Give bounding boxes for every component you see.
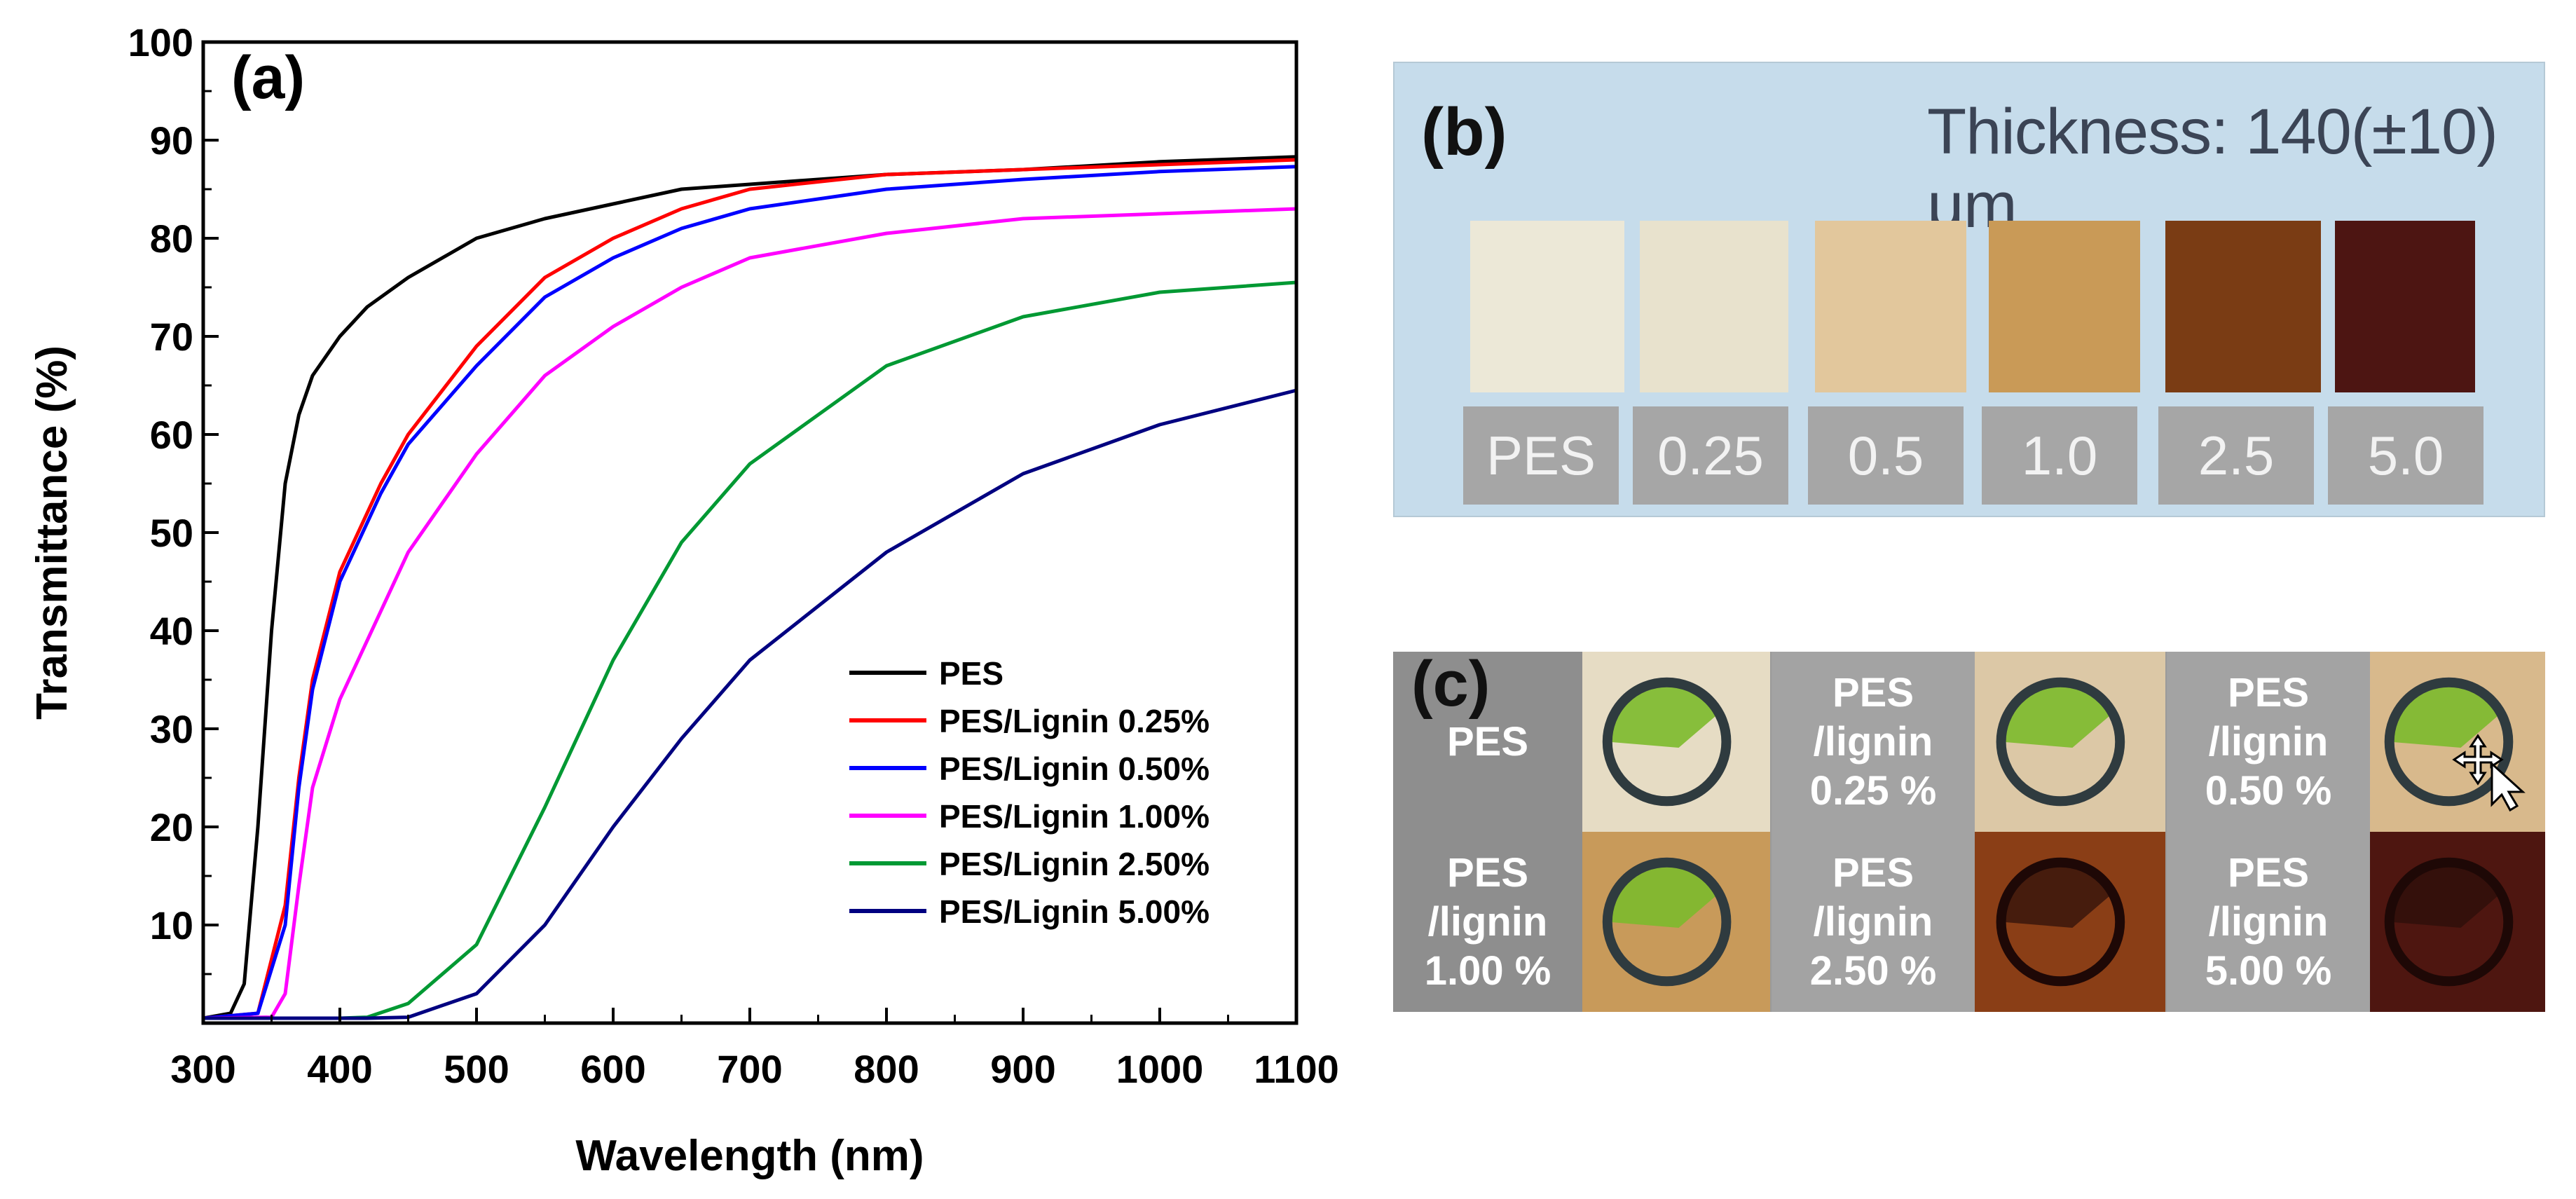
leaf-logo-icon — [1996, 677, 2125, 807]
y-axis-label: Transmittance (%) — [28, 345, 76, 720]
panel-a-letter: (a) — [231, 44, 305, 111]
leaf-logo-icon — [1996, 857, 2125, 987]
photo-label-line: PES — [2227, 849, 2310, 896]
photo-label-line: PES — [1446, 849, 1529, 896]
photo-label-line: 0.50 % — [2205, 767, 2332, 814]
y-tick-label: 60 — [150, 413, 193, 457]
photo-label-line: PES — [1832, 669, 1914, 715]
legend-label-3: PES/Lignin 1.00% — [939, 798, 1210, 835]
x-tick-label: 1100 — [1254, 1047, 1339, 1091]
y-tick-label: 90 — [150, 118, 193, 163]
logo-photo-3 — [1582, 832, 1770, 1012]
y-tick-label: 80 — [150, 217, 193, 261]
film-label-3: 1.0 — [1982, 406, 2137, 505]
legend-label-0: PES — [939, 655, 1003, 692]
thickness-label: Thickness: 140(±10) μm — [1927, 96, 2498, 241]
move-cursor-icon — [2452, 734, 2526, 812]
logo-photo-5 — [2370, 832, 2545, 1012]
photo-label-line: /lignin — [2208, 898, 2329, 945]
photo-label-line: /lignin — [2208, 718, 2329, 765]
film-label-4: 2.5 — [2158, 406, 2314, 505]
photo-label-line: 1.00 % — [1424, 947, 1551, 994]
logo-photo-0 — [1582, 652, 1770, 832]
photo-label-line: 0.25 % — [1809, 767, 1937, 814]
film-label-5: 5.0 — [2328, 406, 2483, 505]
y-tick-label: 70 — [150, 315, 193, 359]
photo-label-1: PES/lignin 0.25 % — [1772, 652, 1975, 832]
legend: PES PES/Lignin 0.25% PES/Lignin 0.50% PES/L… — [849, 655, 1210, 930]
photo-label-line: 2.50 % — [1809, 947, 1937, 994]
photo-label-line: /lignin — [1813, 718, 1933, 765]
film-sample-4 — [2165, 221, 2321, 392]
photo-label-3: PES/lignin 1.00 % — [1393, 832, 1582, 1012]
film-sample-0 — [1470, 221, 1624, 392]
x-tick-label: 800 — [854, 1047, 919, 1091]
x-axis-label: Wavelength (nm) — [575, 1132, 924, 1180]
x-tick-label: 300 — [170, 1047, 235, 1091]
y-tick-label: 40 — [150, 609, 193, 653]
film-label-2: 0.5 — [1808, 406, 1964, 505]
film-sample-1 — [1640, 221, 1788, 392]
leaf-logo-icon — [2384, 857, 2514, 987]
series-line-5 — [203, 388, 1297, 1020]
panel-c-logo-photos: PES PES/lignin 0.25 % PES/lignin 0.50 % PES/l… — [1393, 648, 2545, 1012]
x-tick-label: 400 — [307, 1047, 372, 1091]
photo-label-line: /lignin — [1813, 898, 1933, 945]
legend-label-5: PES/Lignin 5.00% — [939, 893, 1210, 930]
logo-photo-4 — [1975, 832, 2165, 1012]
leaf-logo-icon — [1602, 677, 1732, 807]
photo-label-line: PES — [1832, 849, 1914, 896]
y-tick-label: 100 — [128, 20, 193, 64]
series-line-2 — [203, 165, 1297, 1020]
ticks-layer: 300 400 500 600 700 800 900 1000 1100 10 20 30 40 50 6… — [128, 20, 1339, 1091]
logo-photo-2 — [2370, 652, 2545, 832]
photo-label-4: PES/lignin 2.50 % — [1772, 832, 1975, 1012]
series-layer — [203, 155, 1297, 1020]
photo-label-2: PES/lignin 0.50 % — [2167, 652, 2370, 832]
legend-label-2: PES/Lignin 0.50% — [939, 751, 1210, 787]
film-sample-3 — [1989, 221, 2140, 392]
logo-photo-1 — [1975, 652, 2165, 832]
photo-label-5: PES/lignin 5.00 % — [2167, 832, 2370, 1012]
x-tick-label: 900 — [990, 1047, 1055, 1091]
film-sample-2 — [1815, 221, 1966, 392]
y-tick-label: 30 — [150, 707, 193, 751]
transmittance-chart: 300 400 500 600 700 800 900 1000 1100 10 20 30 40 50 6… — [28, 20, 1339, 1180]
legend-label-4: PES/Lignin 2.50% — [939, 846, 1210, 882]
x-tick-label: 600 — [580, 1047, 645, 1091]
leaf-logo-icon — [2384, 677, 2514, 807]
film-label-0: PES — [1463, 406, 1619, 505]
photo-label-line: PES — [2227, 669, 2310, 715]
photo-label-0: PES — [1393, 652, 1582, 832]
y-tick-label: 20 — [150, 805, 193, 849]
film-label-1: 0.25 — [1633, 406, 1788, 505]
y-tick-label: 50 — [150, 511, 193, 555]
film-sample-5 — [2335, 221, 2475, 392]
leaf-logo-icon — [1602, 857, 1732, 987]
panel-b-film-photo: (b) Thickness: 140(±10) μm PES 0.25 0.5 1.0… — [1393, 62, 2545, 517]
legend-label-1: PES/Lignin 0.25% — [939, 703, 1210, 739]
x-tick-label: 500 — [444, 1047, 509, 1091]
x-tick-label: 700 — [717, 1047, 782, 1091]
panel-b-letter: (b) — [1421, 95, 1507, 170]
y-tick-label: 10 — [150, 903, 193, 947]
photo-label-line: PES — [1446, 718, 1529, 765]
photo-label-line: /lignin — [1427, 898, 1548, 945]
series-line-3 — [203, 207, 1297, 1020]
x-tick-label: 1000 — [1116, 1047, 1204, 1091]
photo-label-line: 5.00 % — [2205, 947, 2332, 994]
panel-c-letter: (c) — [1411, 648, 1491, 720]
